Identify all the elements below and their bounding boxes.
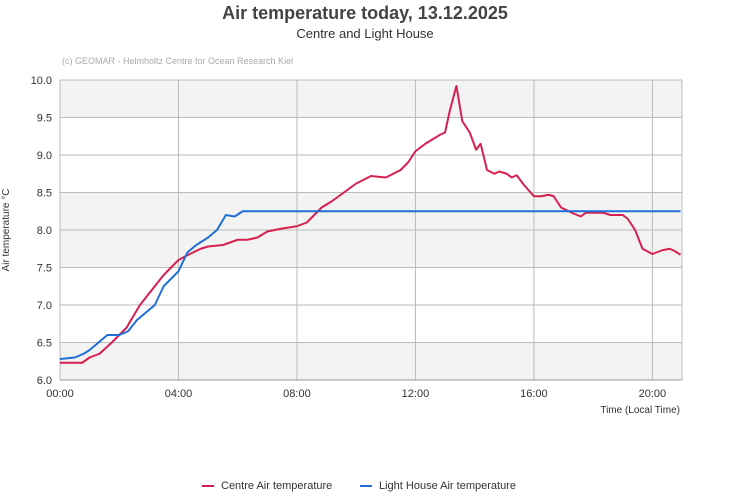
y-tick-label: 7.0 xyxy=(37,300,52,312)
y-tick-label: 7.5 xyxy=(37,263,52,275)
plot-band xyxy=(60,342,682,380)
y-tick-label: 10.0 xyxy=(31,75,52,87)
x-tick-label: 00:00 xyxy=(46,388,74,400)
y-tick-label: 6.5 xyxy=(37,338,52,350)
x-tick-label: 08:00 xyxy=(283,388,311,400)
x-tick-label: 12:00 xyxy=(402,388,430,400)
x-tick-label: 20:00 xyxy=(639,388,667,400)
legend-item: Light House Air temperature xyxy=(379,480,516,492)
y-tick-label: 9.0 xyxy=(37,150,52,162)
x-tick-label: 04:00 xyxy=(165,388,193,400)
chart-subtitle: Centre and Light House xyxy=(296,26,433,41)
series-line-0 xyxy=(60,85,682,364)
x-tick-label: 16:00 xyxy=(520,388,548,400)
plot-band xyxy=(60,80,682,118)
chart-title: Air temperature today, 13.12.2025 xyxy=(222,3,508,23)
y-axis-label: Air temperature °C xyxy=(1,189,12,272)
series-line-1 xyxy=(59,210,681,360)
credit: (c) GEOMAR - Helmholtz Centre for Ocean … xyxy=(62,56,293,66)
x-axis-label: Time (Local Time) xyxy=(600,405,680,416)
y-tick-label: 6.0 xyxy=(37,375,52,387)
y-tick-label: 8.5 xyxy=(37,188,52,200)
legend-item: Centre Air temperature xyxy=(221,480,332,492)
y-tick-label: 9.5 xyxy=(37,113,52,125)
y-tick-label: 8.0 xyxy=(37,225,52,237)
